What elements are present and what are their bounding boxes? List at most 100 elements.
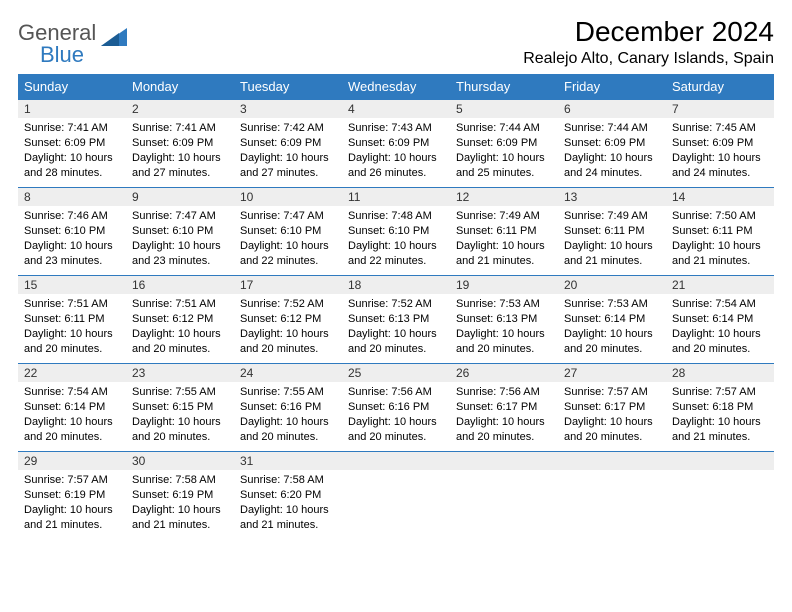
day-body: Sunrise: 7:57 AMSunset: 6:17 PMDaylight:… <box>558 382 666 450</box>
day-number: 21 <box>666 276 774 294</box>
day-body: Sunrise: 7:49 AMSunset: 6:11 PMDaylight:… <box>450 206 558 274</box>
day-number: 15 <box>18 276 126 294</box>
day-body: Sunrise: 7:43 AMSunset: 6:09 PMDaylight:… <box>342 118 450 186</box>
calendar-cell: 17Sunrise: 7:52 AMSunset: 6:12 PMDayligh… <box>234 275 342 363</box>
day-body: Sunrise: 7:44 AMSunset: 6:09 PMDaylight:… <box>558 118 666 186</box>
day-number: 9 <box>126 188 234 206</box>
day-number: 5 <box>450 100 558 118</box>
day-body: Sunrise: 7:44 AMSunset: 6:09 PMDaylight:… <box>450 118 558 186</box>
calendar-cell: 4Sunrise: 7:43 AMSunset: 6:09 PMDaylight… <box>342 99 450 187</box>
day-body: Sunrise: 7:47 AMSunset: 6:10 PMDaylight:… <box>234 206 342 274</box>
day-number: 25 <box>342 364 450 382</box>
dow-header: Wednesday <box>342 74 450 99</box>
calendar-cell: 31Sunrise: 7:58 AMSunset: 6:20 PMDayligh… <box>234 451 342 539</box>
calendar-cell: 8Sunrise: 7:46 AMSunset: 6:10 PMDaylight… <box>18 187 126 275</box>
dow-header: Tuesday <box>234 74 342 99</box>
calendar-cell: 27Sunrise: 7:57 AMSunset: 6:17 PMDayligh… <box>558 363 666 451</box>
calendar-cell: 7Sunrise: 7:45 AMSunset: 6:09 PMDaylight… <box>666 99 774 187</box>
brand-logo: General Blue <box>18 16 127 66</box>
day-number: 17 <box>234 276 342 294</box>
calendar-cell: 28Sunrise: 7:57 AMSunset: 6:18 PMDayligh… <box>666 363 774 451</box>
calendar-cell-empty <box>342 451 450 539</box>
day-body: Sunrise: 7:56 AMSunset: 6:16 PMDaylight:… <box>342 382 450 450</box>
calendar-cell: 21Sunrise: 7:54 AMSunset: 6:14 PMDayligh… <box>666 275 774 363</box>
calendar-cell: 1Sunrise: 7:41 AMSunset: 6:09 PMDaylight… <box>18 99 126 187</box>
calendar-cell: 19Sunrise: 7:53 AMSunset: 6:13 PMDayligh… <box>450 275 558 363</box>
day-body: Sunrise: 7:57 AMSunset: 6:19 PMDaylight:… <box>18 470 126 538</box>
day-number: 19 <box>450 276 558 294</box>
dow-header: Monday <box>126 74 234 99</box>
day-number: 12 <box>450 188 558 206</box>
day-body: Sunrise: 7:57 AMSunset: 6:18 PMDaylight:… <box>666 382 774 450</box>
day-number: 23 <box>126 364 234 382</box>
dow-header: Thursday <box>450 74 558 99</box>
day-number: 20 <box>558 276 666 294</box>
brand-text-block: General Blue <box>18 22 127 66</box>
calendar-cell: 23Sunrise: 7:55 AMSunset: 6:15 PMDayligh… <box>126 363 234 451</box>
calendar-cell-empty <box>666 451 774 539</box>
calendar-cell-empty <box>558 451 666 539</box>
calendar-cell: 16Sunrise: 7:51 AMSunset: 6:12 PMDayligh… <box>126 275 234 363</box>
day-body: Sunrise: 7:52 AMSunset: 6:13 PMDaylight:… <box>342 294 450 362</box>
day-number: 22 <box>18 364 126 382</box>
day-body: Sunrise: 7:41 AMSunset: 6:09 PMDaylight:… <box>18 118 126 186</box>
day-body: Sunrise: 7:47 AMSunset: 6:10 PMDaylight:… <box>126 206 234 274</box>
calendar-cell: 26Sunrise: 7:56 AMSunset: 6:17 PMDayligh… <box>450 363 558 451</box>
day-body: Sunrise: 7:58 AMSunset: 6:19 PMDaylight:… <box>126 470 234 538</box>
day-number: 7 <box>666 100 774 118</box>
day-body: Sunrise: 7:55 AMSunset: 6:16 PMDaylight:… <box>234 382 342 450</box>
calendar-cell: 22Sunrise: 7:54 AMSunset: 6:14 PMDayligh… <box>18 363 126 451</box>
day-number: 1 <box>18 100 126 118</box>
calendar-cell: 13Sunrise: 7:49 AMSunset: 6:11 PMDayligh… <box>558 187 666 275</box>
dow-header: Sunday <box>18 74 126 99</box>
calendar-cell: 20Sunrise: 7:53 AMSunset: 6:14 PMDayligh… <box>558 275 666 363</box>
day-number: 3 <box>234 100 342 118</box>
day-number: 10 <box>234 188 342 206</box>
calendar-cell-empty <box>450 451 558 539</box>
calendar-cell: 11Sunrise: 7:48 AMSunset: 6:10 PMDayligh… <box>342 187 450 275</box>
page-title: December 2024 <box>523 16 774 48</box>
day-body: Sunrise: 7:52 AMSunset: 6:12 PMDaylight:… <box>234 294 342 362</box>
day-number: 29 <box>18 452 126 470</box>
calendar-cell: 29Sunrise: 7:57 AMSunset: 6:19 PMDayligh… <box>18 451 126 539</box>
day-number-empty <box>342 452 450 470</box>
day-number: 18 <box>342 276 450 294</box>
calendar-cell: 24Sunrise: 7:55 AMSunset: 6:16 PMDayligh… <box>234 363 342 451</box>
calendar-cell: 2Sunrise: 7:41 AMSunset: 6:09 PMDaylight… <box>126 99 234 187</box>
day-number: 24 <box>234 364 342 382</box>
calendar-cell: 6Sunrise: 7:44 AMSunset: 6:09 PMDaylight… <box>558 99 666 187</box>
calendar-cell: 18Sunrise: 7:52 AMSunset: 6:13 PMDayligh… <box>342 275 450 363</box>
day-body: Sunrise: 7:53 AMSunset: 6:13 PMDaylight:… <box>450 294 558 362</box>
day-number: 14 <box>666 188 774 206</box>
day-number: 16 <box>126 276 234 294</box>
calendar-cell: 25Sunrise: 7:56 AMSunset: 6:16 PMDayligh… <box>342 363 450 451</box>
calendar-cell: 12Sunrise: 7:49 AMSunset: 6:11 PMDayligh… <box>450 187 558 275</box>
location-text: Realejo Alto, Canary Islands, Spain <box>523 50 774 68</box>
calendar-cell: 30Sunrise: 7:58 AMSunset: 6:19 PMDayligh… <box>126 451 234 539</box>
calendar-cell: 15Sunrise: 7:51 AMSunset: 6:11 PMDayligh… <box>18 275 126 363</box>
day-body: Sunrise: 7:42 AMSunset: 6:09 PMDaylight:… <box>234 118 342 186</box>
day-body: Sunrise: 7:49 AMSunset: 6:11 PMDaylight:… <box>558 206 666 274</box>
day-number-empty <box>558 452 666 470</box>
day-body: Sunrise: 7:55 AMSunset: 6:15 PMDaylight:… <box>126 382 234 450</box>
day-number: 2 <box>126 100 234 118</box>
day-body: Sunrise: 7:45 AMSunset: 6:09 PMDaylight:… <box>666 118 774 186</box>
brand-word2: Blue <box>40 44 127 66</box>
day-body: Sunrise: 7:41 AMSunset: 6:09 PMDaylight:… <box>126 118 234 186</box>
calendar-cell: 3Sunrise: 7:42 AMSunset: 6:09 PMDaylight… <box>234 99 342 187</box>
day-body: Sunrise: 7:50 AMSunset: 6:11 PMDaylight:… <box>666 206 774 274</box>
day-number: 13 <box>558 188 666 206</box>
day-number: 27 <box>558 364 666 382</box>
day-body: Sunrise: 7:51 AMSunset: 6:11 PMDaylight:… <box>18 294 126 362</box>
calendar-cell: 10Sunrise: 7:47 AMSunset: 6:10 PMDayligh… <box>234 187 342 275</box>
day-number-empty <box>450 452 558 470</box>
day-number: 28 <box>666 364 774 382</box>
brand-triangle-icon <box>101 24 127 46</box>
day-number: 30 <box>126 452 234 470</box>
calendar-grid: SundayMondayTuesdayWednesdayThursdayFrid… <box>18 74 774 539</box>
day-body: Sunrise: 7:58 AMSunset: 6:20 PMDaylight:… <box>234 470 342 538</box>
calendar-cell: 5Sunrise: 7:44 AMSunset: 6:09 PMDaylight… <box>450 99 558 187</box>
dow-header: Saturday <box>666 74 774 99</box>
day-body: Sunrise: 7:51 AMSunset: 6:12 PMDaylight:… <box>126 294 234 362</box>
day-body: Sunrise: 7:46 AMSunset: 6:10 PMDaylight:… <box>18 206 126 274</box>
